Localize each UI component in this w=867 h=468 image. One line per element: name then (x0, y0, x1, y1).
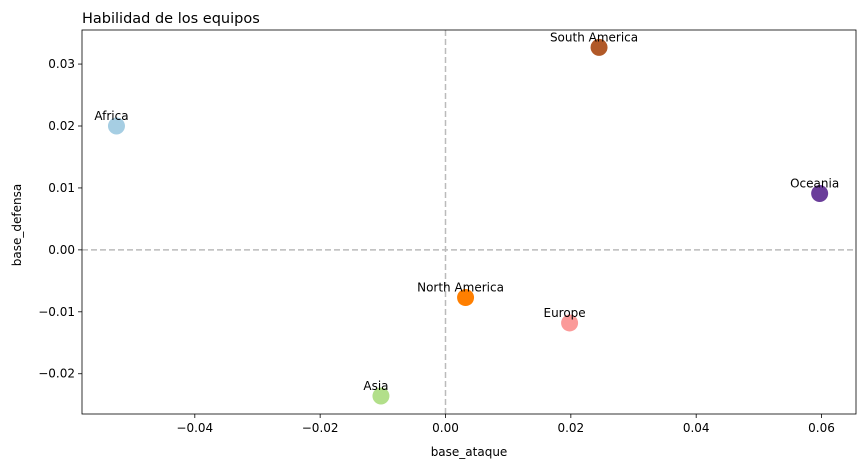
y-tick-label: 0.02 (48, 119, 75, 133)
point-label: Asia (363, 379, 388, 393)
x-tick-label: −0.02 (302, 421, 339, 435)
point-label: South America (550, 30, 638, 44)
chart-title: Habilidad de los equipos (82, 11, 260, 27)
data-point (372, 387, 390, 405)
y-tick-label: 0.00 (48, 243, 75, 257)
plot-area: −0.04 −0.02 0.00 0.02 0.04 0.06 −0.02 −0.01 0.00… (38, 29, 857, 435)
point-label: Europe (543, 306, 585, 320)
point-label: North America (417, 281, 504, 295)
plot-frame (81, 29, 857, 415)
point-label: Africa (94, 109, 128, 123)
x-tick-label: 0.04 (683, 421, 710, 435)
y-tick-label: 0.03 (48, 57, 75, 71)
point-label: Oceania (790, 177, 839, 191)
data-point (561, 314, 579, 332)
x-tick-label: 0.00 (432, 421, 459, 435)
data-point (811, 185, 829, 203)
y-tick-label: 0.01 (48, 181, 75, 195)
y-axis-label: base_defensa (10, 184, 24, 266)
y-tick-label: −0.01 (38, 305, 75, 319)
data-point (590, 38, 608, 56)
x-axis-label: base_ataque (431, 445, 508, 459)
data-point (107, 117, 125, 135)
y-tick-label: −0.02 (38, 367, 75, 381)
x-tick-label: 0.06 (808, 421, 835, 435)
x-tick-label: 0.02 (557, 421, 584, 435)
data-point (457, 289, 475, 307)
x-tick-label: −0.04 (176, 421, 213, 435)
